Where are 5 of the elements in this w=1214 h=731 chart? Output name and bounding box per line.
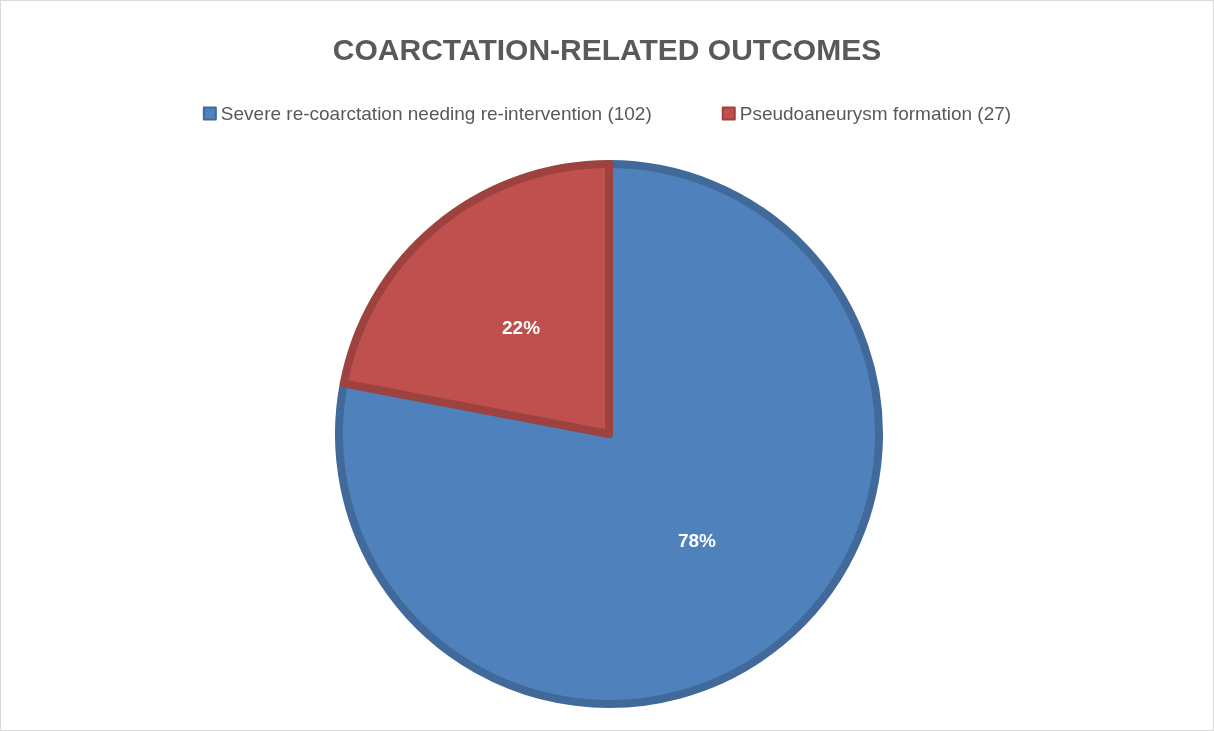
legend-label: Pseudoaneurysm formation (27) — [739, 103, 1012, 124]
chart-title: COARCTATION-RELATED OUTCOMES — [332, 32, 882, 66]
data-label: 22% — [502, 317, 541, 339]
legend-label: Severe re-coarctation needing re-intervention (102) — [220, 103, 652, 124]
data-label: 78% — [677, 529, 717, 551]
